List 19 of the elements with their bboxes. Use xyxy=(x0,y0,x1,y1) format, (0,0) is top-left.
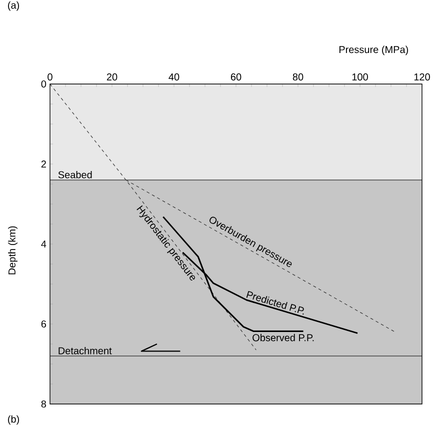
ref-line-label: Detachment xyxy=(58,346,112,354)
ref-line-label: Seabed xyxy=(58,170,92,178)
series-label: Observed P.P. xyxy=(252,334,314,342)
x-tick-label: 80 xyxy=(292,73,304,80)
y-tick-label: 2 xyxy=(41,160,46,168)
y-axis-title: Depth (km) xyxy=(8,226,18,274)
y-tick-label: 4 xyxy=(41,240,46,248)
x-tick-label: 0 xyxy=(48,73,52,80)
x-tick-label: 120 xyxy=(414,73,430,80)
x-axis-title: Pressure (MPa) xyxy=(339,46,408,56)
y-tick-label: 0 xyxy=(41,80,46,88)
text: (b) xyxy=(8,415,19,425)
x-tick-label: 100 xyxy=(352,73,368,80)
y-tick-label: 8 xyxy=(41,400,46,408)
x-tick-label: 40 xyxy=(168,73,180,80)
chart-title: (a) xyxy=(8,1,19,11)
x-tick-label: 20 xyxy=(106,73,118,80)
x-tick-label: 60 xyxy=(230,73,242,80)
y-tick-label: 6 xyxy=(41,320,46,328)
